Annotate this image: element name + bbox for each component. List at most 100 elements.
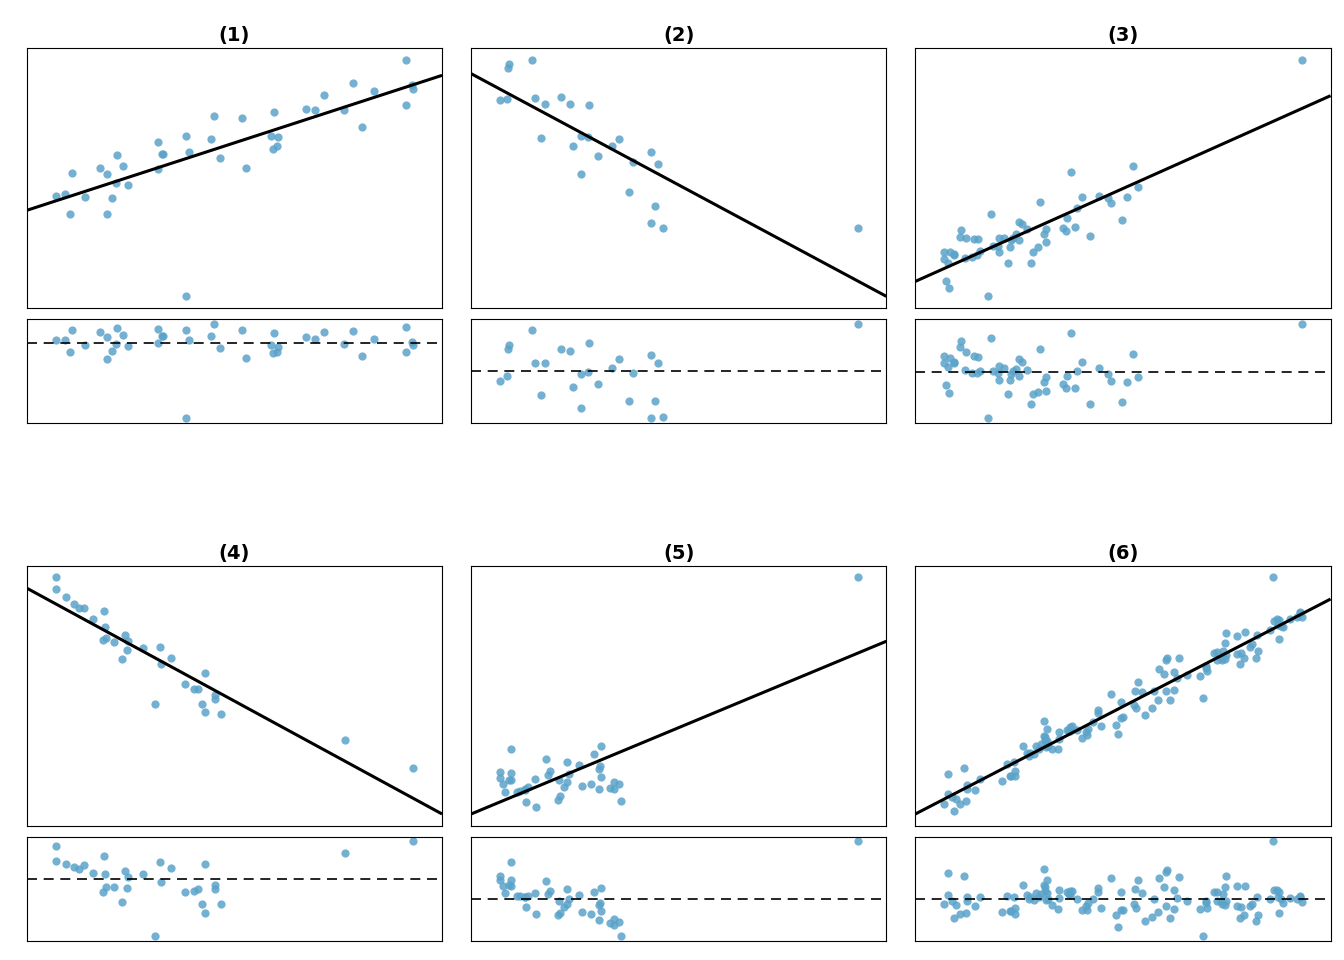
Point: [1122, 346, 1144, 361]
Point: [1000, 366, 1021, 381]
Point: [1019, 889, 1040, 904]
Point: [55, 333, 77, 348]
Point: [1019, 892, 1040, 907]
Point: [997, 255, 1019, 271]
Point: [114, 628, 136, 643]
Point: [1036, 873, 1058, 888]
Point: [1077, 728, 1098, 743]
Point: [516, 899, 538, 914]
Point: [1286, 609, 1308, 624]
Point: [567, 888, 589, 903]
Point: [106, 336, 128, 351]
Point: [1125, 701, 1146, 716]
Point: [988, 372, 1009, 388]
Point: [151, 656, 172, 671]
Point: [956, 230, 977, 246]
Point: [1247, 907, 1269, 923]
Point: [497, 337, 519, 352]
Point: [335, 732, 356, 748]
Point: [1263, 570, 1285, 586]
Point: [1110, 902, 1132, 918]
Point: [1107, 727, 1129, 742]
Point: [1148, 904, 1169, 920]
Point: [112, 895, 133, 910]
Point: [1027, 239, 1048, 254]
Point: [106, 176, 128, 191]
Point: [95, 166, 117, 181]
Point: [1214, 898, 1235, 913]
Point: [521, 52, 543, 67]
Point: [1023, 747, 1044, 762]
Point: [267, 340, 289, 355]
Point: [1195, 660, 1216, 676]
Point: [1078, 896, 1099, 911]
Point: [90, 160, 112, 176]
Point: [1239, 639, 1261, 655]
Point: [570, 400, 591, 416]
Point: [44, 582, 66, 597]
Point: [93, 633, 114, 648]
Point: [1269, 612, 1290, 628]
Point: [993, 360, 1015, 375]
Title: (3): (3): [1107, 26, 1138, 45]
Point: [1016, 222, 1038, 237]
Point: [1056, 369, 1078, 384]
Point: [547, 792, 569, 807]
Point: [1016, 745, 1038, 760]
Point: [1060, 164, 1082, 180]
Point: [208, 151, 230, 166]
Point: [194, 665, 215, 681]
Point: [73, 857, 94, 873]
Point: [1059, 887, 1081, 902]
Point: [589, 895, 610, 910]
Point: [587, 376, 609, 392]
Point: [313, 324, 335, 340]
Point: [1267, 631, 1289, 646]
Point: [500, 878, 521, 894]
Point: [964, 899, 985, 914]
Title: (4): (4): [219, 543, 250, 563]
Point: [1206, 893, 1227, 908]
Point: [988, 238, 1009, 253]
Point: [194, 856, 215, 872]
Point: [1226, 899, 1247, 914]
Point: [571, 904, 593, 920]
Point: [1062, 884, 1083, 900]
Point: [1032, 861, 1054, 876]
Point: [1031, 736, 1052, 752]
Point: [517, 889, 539, 904]
Point: [1059, 883, 1081, 899]
Point: [1159, 910, 1180, 925]
Point: [1035, 235, 1056, 251]
Point: [603, 917, 625, 932]
Point: [644, 199, 665, 214]
Point: [847, 570, 868, 586]
Point: [160, 651, 181, 666]
Point: [1159, 692, 1180, 708]
Point: [117, 339, 138, 354]
Point: [1062, 719, 1083, 734]
Point: [1056, 210, 1078, 226]
Point: [556, 897, 578, 912]
Point: [1000, 233, 1021, 249]
Point: [103, 879, 125, 895]
Point: [1042, 897, 1063, 912]
Point: [1228, 656, 1250, 671]
Point: [132, 640, 153, 656]
Point: [263, 105, 285, 120]
Point: [968, 349, 989, 365]
Point: [1189, 901, 1211, 917]
Point: [559, 96, 581, 111]
Point: [1192, 928, 1214, 944]
Point: [1101, 871, 1122, 886]
Point: [1048, 732, 1070, 747]
Point: [63, 596, 85, 612]
Point: [146, 321, 168, 336]
Point: [640, 145, 661, 160]
Point: [578, 335, 599, 350]
Point: [847, 220, 868, 235]
Point: [1083, 714, 1105, 730]
Point: [210, 896, 231, 911]
Point: [95, 206, 117, 222]
Point: [1270, 892, 1292, 907]
